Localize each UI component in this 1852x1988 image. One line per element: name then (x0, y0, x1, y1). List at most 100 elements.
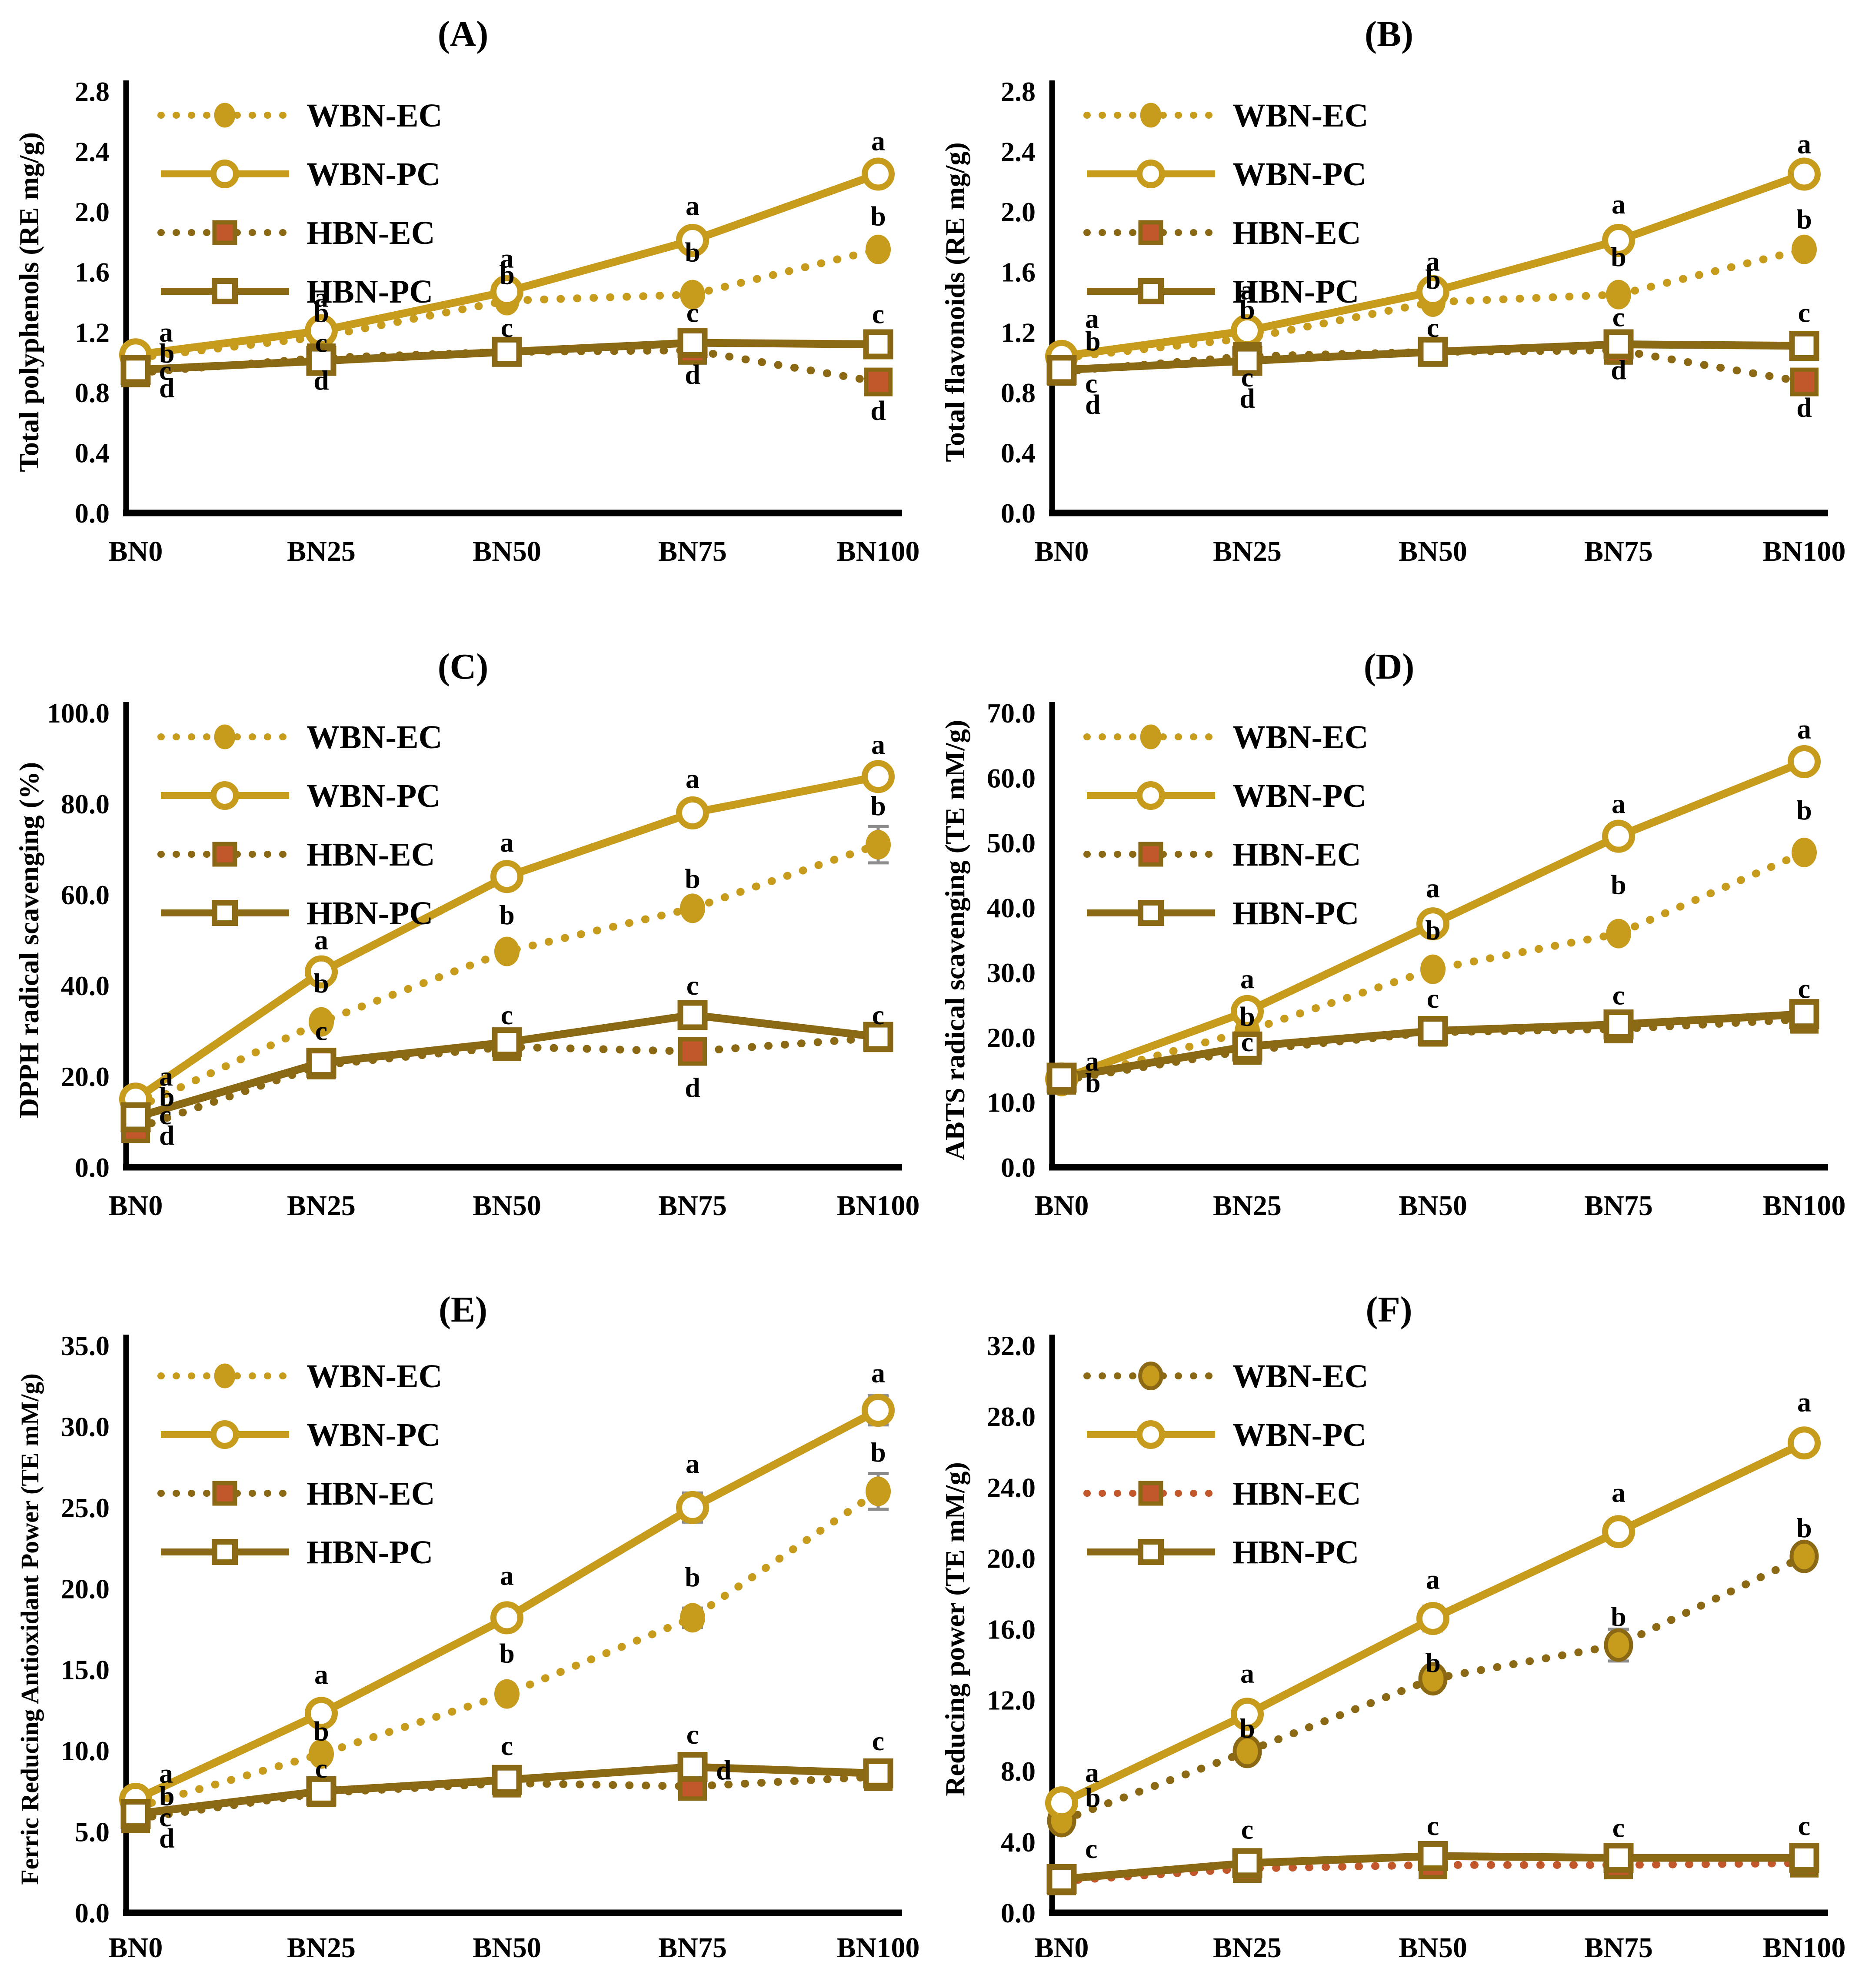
legend-item-HBN-PC: HBN-PC (1087, 273, 1359, 310)
y-tick-label: 30.0 (987, 957, 1036, 988)
significance-letter: b (685, 237, 700, 268)
x-tick-label: BN75 (1584, 536, 1653, 567)
series-line-WBN-EC (132, 1487, 882, 1812)
x-tick-label: BN0 (109, 536, 163, 567)
legend-label: WBN-EC (306, 719, 442, 756)
significance-letter: c (872, 299, 884, 330)
significance-letter: c (686, 297, 699, 328)
x-tick-label: BN50 (1399, 1932, 1467, 1964)
x-tick-label: BN25 (1213, 536, 1282, 567)
legend-item-HBN-EC: HBN-EC (157, 836, 435, 873)
significance-letter: c (1427, 1810, 1439, 1841)
legend-item-WBN-EC: WBN-EC (157, 97, 442, 134)
y-axis-title: DPPH radical scavenging (%) (13, 762, 44, 1118)
significance-letter: a (871, 729, 885, 760)
panel-A: (A) 0.0 0.4 0.8 1.2 1.6 2.0 2.4 2.8 BN0 BN25 BN50 B… (0, 0, 926, 630)
legend-label: HBN-PC (1232, 273, 1359, 310)
significance-letter: b (1239, 1713, 1255, 1744)
x-tick-label: BN100 (1763, 1190, 1846, 1222)
legend-label: HBN-EC (1232, 215, 1361, 251)
panel-title-D: (D) (1363, 646, 1415, 687)
legend-label: WBN-PC (1232, 156, 1366, 193)
series-line-WBN-EC (1058, 848, 1808, 1086)
significance-letter: d (313, 365, 329, 396)
significance-letter: d (685, 359, 700, 390)
legend-item-WBN-EC: WBN-EC (157, 1358, 442, 1395)
significance-letter: c (159, 1802, 171, 1832)
significance-letter: c (1085, 1833, 1097, 1864)
significance-letter: c (159, 355, 171, 386)
significance-letter: a (1085, 1046, 1099, 1077)
series-markers-HBN-PC (1046, 329, 1819, 385)
series-markers-WBN-PC (119, 760, 895, 1116)
legend-item-HBN-EC: HBN-EC (157, 1475, 435, 1512)
y-tick-label: 40.0 (61, 970, 110, 1001)
y-tick-label: 20.0 (61, 1061, 110, 1092)
y-tick-label: 0.0 (75, 1152, 110, 1183)
significance-letter: c (1427, 983, 1439, 1014)
significance-letter: b (1425, 915, 1441, 946)
legend-item-HBN-PC: HBN-PC (1087, 1534, 1359, 1571)
x-tick-label: BN0 (1035, 1932, 1089, 1964)
y-tick-label: 25.0 (61, 1492, 110, 1523)
axes (123, 702, 902, 1171)
y-tick-label: 12.0 (987, 1685, 1036, 1716)
y-tick-label: 80.0 (61, 789, 110, 819)
significance-letter: a (159, 1758, 173, 1788)
legend-label: WBN-EC (1232, 719, 1368, 756)
significance-letter: a (500, 1560, 514, 1591)
panel-title-B: (B) (1365, 14, 1413, 54)
legend-label: WBN-PC (1232, 1417, 1366, 1453)
significance-letter: c (686, 1719, 699, 1750)
significance-letter: a (314, 1659, 328, 1690)
significance-letter: b (499, 260, 515, 290)
legend-label: HBN-EC (1232, 1475, 1361, 1512)
significance-letter: c (1798, 1810, 1810, 1841)
legend-label: WBN-PC (306, 1417, 440, 1453)
y-tick-label: 0.8 (75, 377, 110, 408)
y-tick-label: 20.0 (987, 1543, 1036, 1574)
significance-letter: c (872, 999, 884, 1030)
significance-letter: a (686, 1448, 699, 1479)
panel-F: (F) 0.0 4.0 8.0 12.0 16.0 20.0 24.0 28.0 32.0 BN0… (926, 1282, 1852, 1988)
significance-letter: c (1798, 973, 1810, 1004)
significance-letter: a (1426, 246, 1440, 276)
legend-label: HBN-PC (306, 895, 433, 932)
significance-letter: c (315, 327, 327, 358)
series-markers-HBN-PC (120, 328, 893, 385)
legend-label: WBN-PC (1232, 778, 1366, 814)
significance-letter: c (1085, 368, 1097, 399)
significance-letter: d (159, 1822, 175, 1853)
legend-item-WBN-PC: WBN-PC (1087, 1417, 1366, 1453)
legend-label: WBN-EC (1232, 1358, 1368, 1395)
legend-item-HBN-PC: HBN-PC (161, 1534, 433, 1571)
significance-letter: a (1797, 128, 1811, 159)
y-tick-label: 5.0 (75, 1817, 110, 1848)
y-tick-label: 30.0 (61, 1411, 110, 1442)
legend-item-HBN-PC: HBN-PC (161, 895, 433, 932)
significance-letter: c (1241, 1814, 1253, 1845)
significance-letter: b (159, 1781, 175, 1812)
series-line-WBN-EC (132, 245, 882, 362)
y-tick-label: 50.0 (987, 828, 1036, 859)
y-tick-label: 20.0 (61, 1573, 110, 1604)
legend: WBN-EC WBN-PC HBN-EC HBN-PC (1083, 719, 1368, 932)
x-tick-label: BN100 (1763, 1932, 1846, 1964)
y-axis-title: ABTS radical scavenging (TE mM/g) (939, 720, 970, 1160)
legend-label: HBN-PC (1232, 895, 1359, 932)
legend-label: HBN-EC (306, 215, 435, 251)
x-tick-label: BN25 (1213, 1190, 1282, 1222)
x-tick-label: BN25 (287, 1932, 356, 1964)
significance-letter: c (159, 1099, 171, 1130)
y-tick-label: 1.2 (75, 317, 110, 348)
x-tick-label: BN100 (1763, 536, 1846, 567)
significance-letter: a (1797, 713, 1811, 744)
panel-E: (E) 0.0 5.0 10.0 15.0 20.0 25.0 30.0 35.0 BN0 BN2… (0, 1282, 926, 1988)
significance-letter: c (1427, 312, 1439, 343)
y-tick-label: 0.0 (1001, 1898, 1036, 1928)
series-markers-WBN-EC (1047, 1539, 1819, 1838)
